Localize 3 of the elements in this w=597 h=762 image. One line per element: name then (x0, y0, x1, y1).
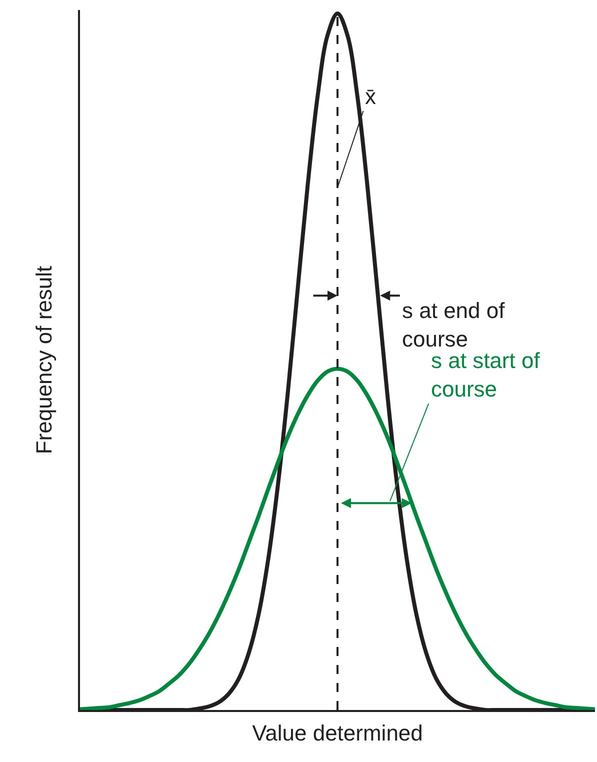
y-axis-title: Frequency of result (31, 266, 56, 454)
x-axis-title: Value determined (252, 720, 423, 746)
annotation: x̄ (365, 84, 376, 109)
